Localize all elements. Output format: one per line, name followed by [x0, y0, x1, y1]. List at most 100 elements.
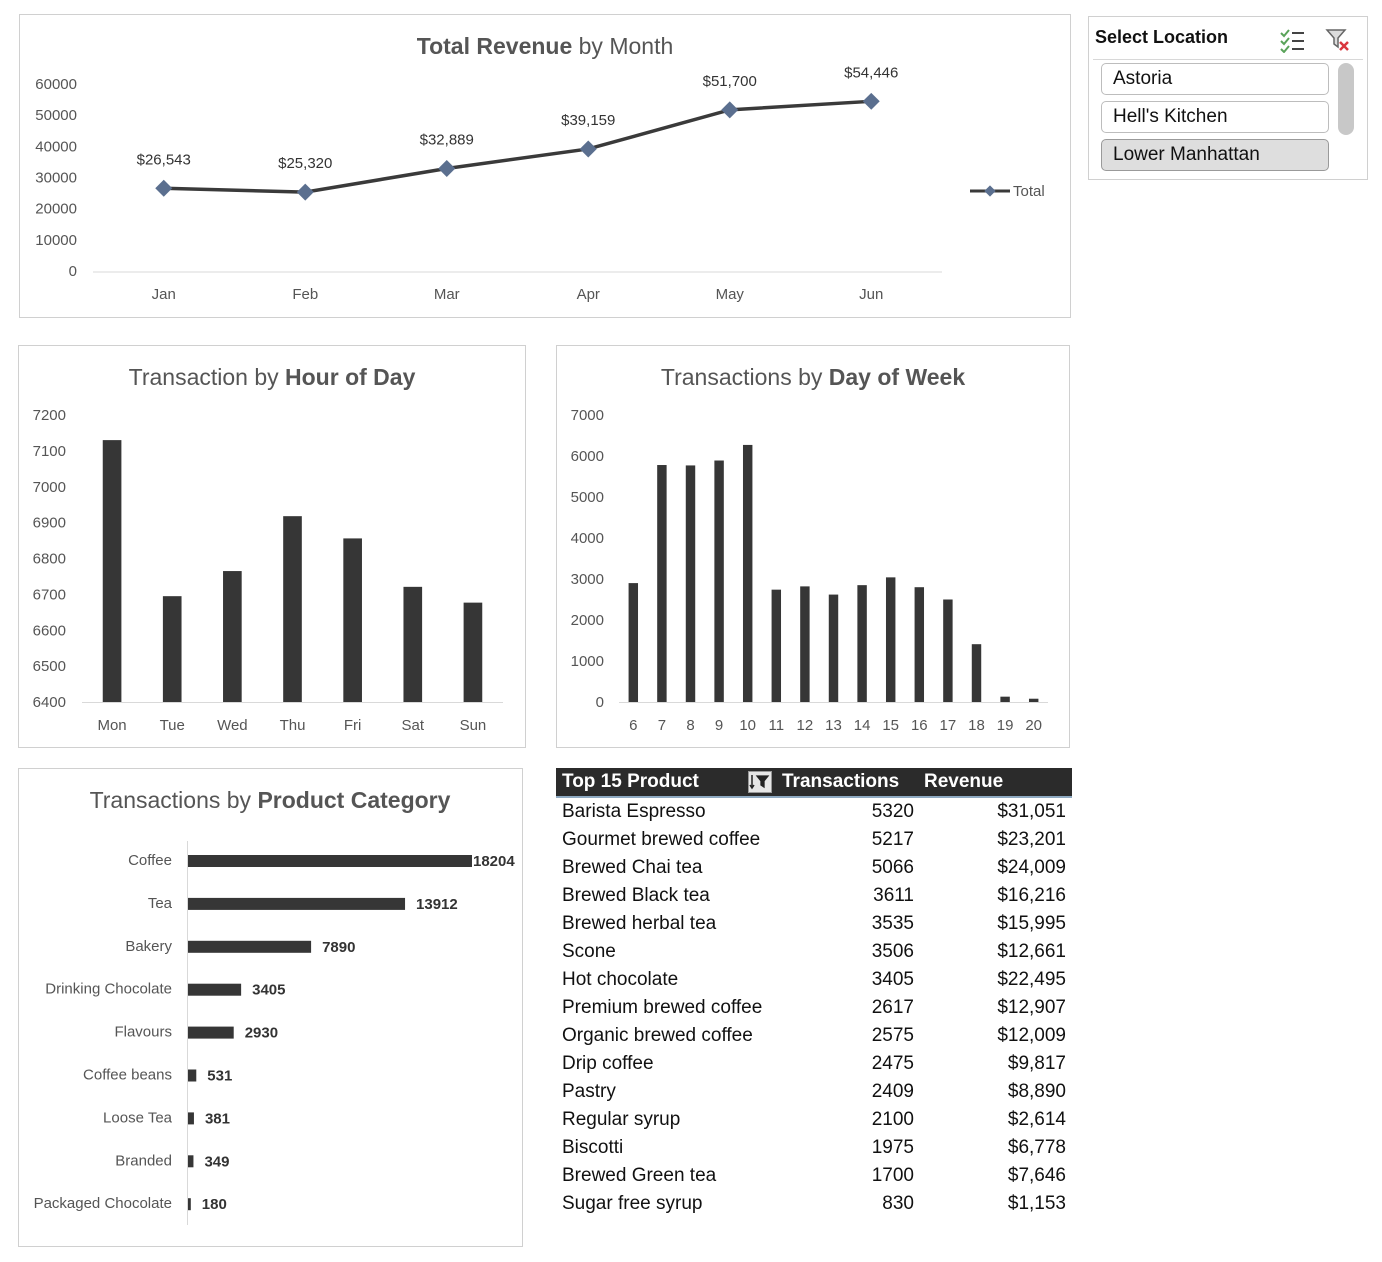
hour-bar: [343, 538, 362, 702]
revenue-point: [862, 92, 880, 110]
revenue-y-tick: 20000: [35, 201, 77, 218]
category-bar: [188, 940, 312, 953]
category-data-label: 2930: [245, 1025, 278, 1042]
slicer-item-astoria[interactable]: Astoria: [1101, 63, 1329, 95]
category-chart-title: Transactions by Product Category: [90, 787, 451, 813]
row-revenue: $15,995: [997, 913, 1066, 934]
hour-chart-panel: Transaction by Hour of Day 6400 6500 6600 6…: [18, 345, 526, 748]
header-revenue: Revenue: [924, 771, 1004, 792]
category-label: Flavours: [114, 1024, 172, 1041]
revenue-legend: Total: [970, 183, 1045, 200]
revenue-chart-title: Total Revenue by Month: [417, 33, 674, 59]
dow-bar: [828, 594, 839, 702]
category-label: Packaged Chocolate: [34, 1195, 172, 1212]
row-transactions: 3506: [871, 941, 914, 962]
dow-bar: [742, 444, 753, 702]
row-product: Drip coffee: [562, 1053, 654, 1074]
sort-filter-icon[interactable]: [748, 771, 772, 793]
revenue-point: [438, 160, 456, 177]
clear-filter-icon[interactable]: [1325, 27, 1351, 53]
category-data-label: 349: [204, 1153, 229, 1170]
table-row: Organic brewed coffee 2575 $12,009: [556, 1022, 1072, 1050]
revenue-data-label: $51,700: [703, 73, 757, 90]
category-bar: [188, 897, 406, 910]
slicer-item-lower-manhattan[interactable]: Lower Manhattan: [1101, 139, 1329, 171]
category-data-label: 381: [205, 1110, 230, 1127]
dow-x-tick: 13: [825, 717, 842, 734]
category-data-label: 18204: [473, 853, 515, 870]
row-product: Brewed Chai tea: [562, 857, 703, 878]
dow-chart: Transactions by Day of Week 0 1000 2000 300…: [571, 364, 1048, 734]
revenue-chart: Total Revenue by Month 0 10000 20000 30000 4…: [35, 33, 1045, 303]
revenue-data-label: $32,889: [420, 131, 474, 148]
row-transactions: 3611: [873, 885, 914, 906]
row-product: Scone: [562, 941, 616, 962]
revenue-chart-panel: Total Revenue by Month 0 10000 20000 30000 4…: [19, 14, 1071, 318]
table-header: Top 15 Product Transactions Revenue: [556, 768, 1072, 798]
revenue-point: [721, 101, 739, 119]
table-row: Brewed Green tea 1700 $7,646: [556, 1162, 1072, 1190]
revenue-y-tick: 50000: [35, 107, 77, 124]
revenue-data-label: $39,159: [561, 112, 615, 129]
hour-y-tick: 6800: [33, 551, 66, 568]
table-row: Regular syrup 2100 $2,614: [556, 1106, 1072, 1134]
row-product: Brewed herbal tea: [562, 913, 717, 934]
category-data-label: 531: [207, 1068, 232, 1085]
revenue-point: [579, 140, 597, 158]
row-revenue: $6,778: [1007, 1137, 1066, 1158]
hour-x-tick: Sun: [460, 717, 487, 734]
row-product: Biscotti: [562, 1137, 624, 1158]
top-products-table: Top 15 Product Transactions Revenue Bari…: [556, 768, 1072, 1218]
revenue-legend-label: Total: [1013, 183, 1045, 200]
hour-y-tick: 7200: [33, 407, 66, 424]
row-revenue: $24,009: [997, 857, 1066, 878]
hour-y-tick: 6900: [33, 515, 66, 532]
dow-y-tick: 2000: [571, 612, 604, 629]
location-slicer: Select Location Astoria Hell's Kitchen L…: [1088, 16, 1368, 180]
row-product: Brewed Green tea: [562, 1165, 717, 1186]
dow-title-regular: Transactions by: [661, 364, 829, 390]
revenue-y-tick: 30000: [35, 170, 77, 187]
dow-bar: [971, 644, 982, 702]
dow-x-tick: 6: [629, 717, 637, 734]
table-row: Barista Espresso 5320 $31,051: [556, 798, 1072, 826]
dow-bar: [943, 599, 953, 702]
row-product: Sugar free syrup: [562, 1193, 703, 1214]
hour-bar: [283, 516, 302, 702]
dow-x-tick: 20: [1025, 717, 1042, 734]
slicer-item-hells-kitchen[interactable]: Hell's Kitchen: [1101, 101, 1329, 133]
dow-bar: [1000, 696, 1010, 702]
category-bar: [188, 855, 472, 867]
category-title-regular: Transactions by: [90, 787, 258, 813]
hour-bar: [162, 596, 182, 702]
revenue-x-tick: Jun: [859, 286, 883, 303]
dow-bar: [628, 583, 639, 702]
row-revenue: $8,890: [1007, 1081, 1066, 1102]
revenue-x-tick: May: [716, 286, 745, 303]
multi-select-icon[interactable]: [1279, 27, 1305, 53]
row-revenue: $12,907: [997, 997, 1066, 1018]
hour-x-tick: Wed: [217, 717, 248, 734]
category-data-label: 180: [202, 1196, 227, 1213]
row-transactions: 5320: [871, 801, 914, 822]
row-transactions: 830: [882, 1193, 914, 1214]
row-transactions: 2575: [871, 1025, 914, 1046]
slicer-scrollbar[interactable]: [1338, 63, 1354, 135]
hour-title-bold: Hour of Day: [285, 364, 416, 390]
revenue-data-label: $26,543: [137, 151, 191, 168]
hour-x-tick: Thu: [280, 717, 306, 734]
category-data-label: 7890: [322, 939, 355, 956]
hour-bar: [102, 440, 122, 702]
row-transactions: 3405: [871, 969, 914, 990]
table-row: Brewed Black tea 3611 $16,216: [556, 882, 1072, 910]
category-bar: [188, 1112, 194, 1125]
dow-x-tick: 14: [854, 717, 871, 734]
revenue-x-tick: Feb: [292, 286, 318, 303]
row-revenue: $7,646: [1007, 1165, 1066, 1186]
category-chart: Transactions by Product Category Coffee 1…: [34, 787, 515, 1225]
table-row: Gourmet brewed coffee 5217 $23,201: [556, 826, 1072, 854]
revenue-x-tick: Jan: [152, 286, 176, 303]
header-product: Top 15 Product: [562, 771, 699, 792]
dow-bar: [857, 585, 867, 702]
dow-title-bold: Day of Week: [829, 364, 966, 390]
